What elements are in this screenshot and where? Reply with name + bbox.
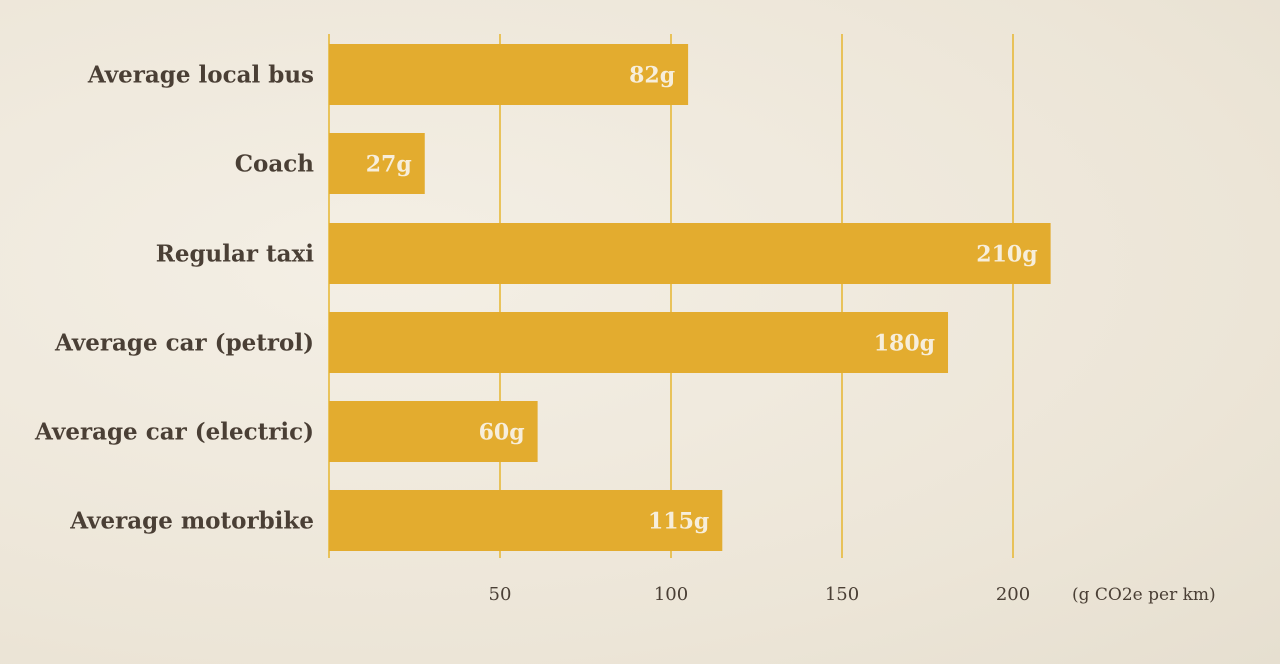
category-label-1: Coach [235,151,315,178]
category-label-4: Average car (electric) [34,419,314,446]
bar-1 [329,133,425,194]
bar-4 [329,401,538,462]
value-label-4: 60g [479,420,525,446]
category-label-3: Average car (petrol) [54,330,314,357]
x-tick-label-150: 150 [825,584,859,605]
gridlines [328,34,1014,558]
bar-2 [329,223,1051,284]
category-label-5: Average motorbike [69,508,314,535]
bar-5 [329,490,723,551]
value-label-2: 210g [976,242,1037,268]
category-label-0: Average local bus [87,62,314,89]
x-tick-label-50: 50 [489,584,512,605]
bar-0 [329,44,689,105]
category-label-2: Regular taxi [156,241,315,268]
bar-3 [329,312,949,373]
bars [329,44,1051,551]
value-label-3: 180g [874,331,935,357]
value-label-5: 115g [648,509,709,535]
x-tick-label-100: 100 [654,584,688,605]
value-label-0: 82g [629,63,675,89]
x-axis-unit-label: (g CO2e per km) [1072,585,1216,605]
labels: 50 100 150 200 Average local bus 82g Coach 27g R… [34,62,1038,606]
x-tick-label-200: 200 [996,584,1030,605]
value-label-1: 27g [366,152,412,178]
